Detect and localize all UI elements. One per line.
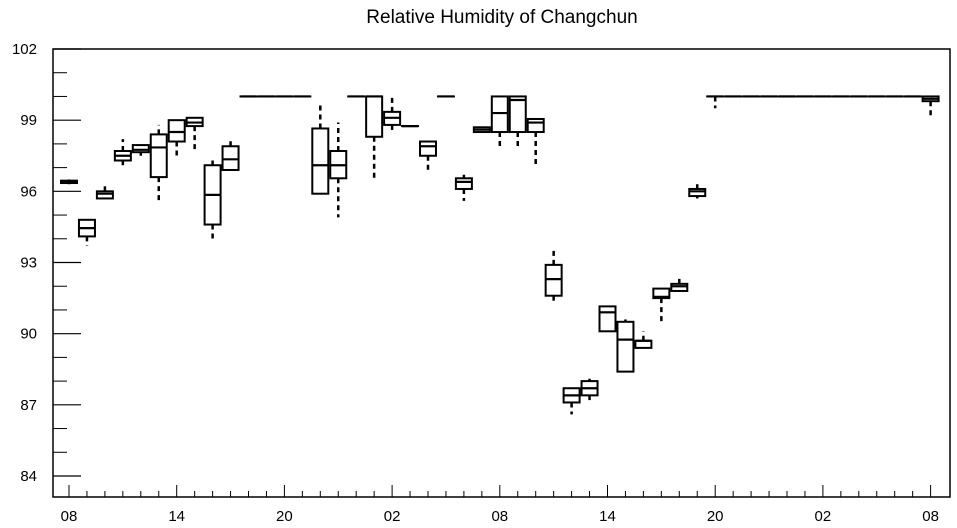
x-tick-label: 20 [276,508,293,525]
box-plot [490,95,509,149]
box-body [508,95,527,134]
box-plot [365,95,384,180]
x-tick-label: 08 [491,508,508,525]
box-plot [383,96,402,133]
y-tick-label: 93 [20,255,37,272]
box-plot [329,122,348,218]
box-body [616,320,635,373]
y-tick-label: 99 [20,112,37,129]
box-plot [203,160,222,239]
box-plot [167,119,186,156]
box-plot [652,287,671,322]
box-plot [616,319,635,373]
box-plot [634,331,653,349]
x-tick-label: 20 [707,508,724,525]
y-axis: 84 87 90 93 96 99 102 [12,41,81,485]
box-body [652,287,671,300]
y-tick-label: 84 [20,468,37,485]
box-body [526,117,545,134]
box-body [419,140,437,157]
y-tick-label: 102 [12,41,37,58]
x-tick-label: 02 [815,508,832,525]
box-plot [77,218,96,246]
box-plot [562,387,581,415]
box-body [544,263,563,297]
x-tick-label: 08 [61,508,78,525]
box-plot [508,95,527,149]
box-plot [149,124,168,204]
x-tick-label: 08 [922,508,939,525]
box-body [311,127,330,195]
box-body [149,133,168,179]
x-tick-label: 14 [168,508,185,525]
box-plot [670,276,689,292]
box-plot [95,184,114,200]
box-plot [598,305,617,333]
box-body [221,145,240,171]
box-body [688,187,707,198]
box-plot [311,104,330,195]
box-plot [454,174,473,201]
box-plot [580,378,599,401]
y-tick-label: 87 [20,397,37,414]
box-body [95,190,114,200]
box-body [490,95,509,134]
box-plot [60,179,78,185]
box-body [365,95,384,138]
box-plot [419,140,437,173]
box-plot [131,144,150,156]
box-plot [921,95,940,116]
box-plot [706,95,725,109]
chart-title: Relative Humidity of Changchun [366,7,637,28]
box-body [167,119,186,143]
plot-frame [52,48,951,498]
box-body [598,305,617,333]
box-body [131,144,150,154]
box-plot [544,250,563,303]
y-tick-label: 96 [20,183,37,200]
box-plot [185,116,204,152]
x-tick-label: 02 [384,508,401,525]
x-tick-label: 14 [599,508,616,525]
box-plot [221,139,240,171]
box-marks [60,95,940,415]
y-tick-label: 90 [20,326,37,343]
box-body [454,177,473,190]
x-axis: 08 14 20 02 08 14 20 02 08 [61,485,939,525]
box-plot [526,117,545,166]
box-plot [472,126,491,134]
box-plot [688,184,707,199]
box-body [670,282,689,292]
box-plot [113,139,132,166]
